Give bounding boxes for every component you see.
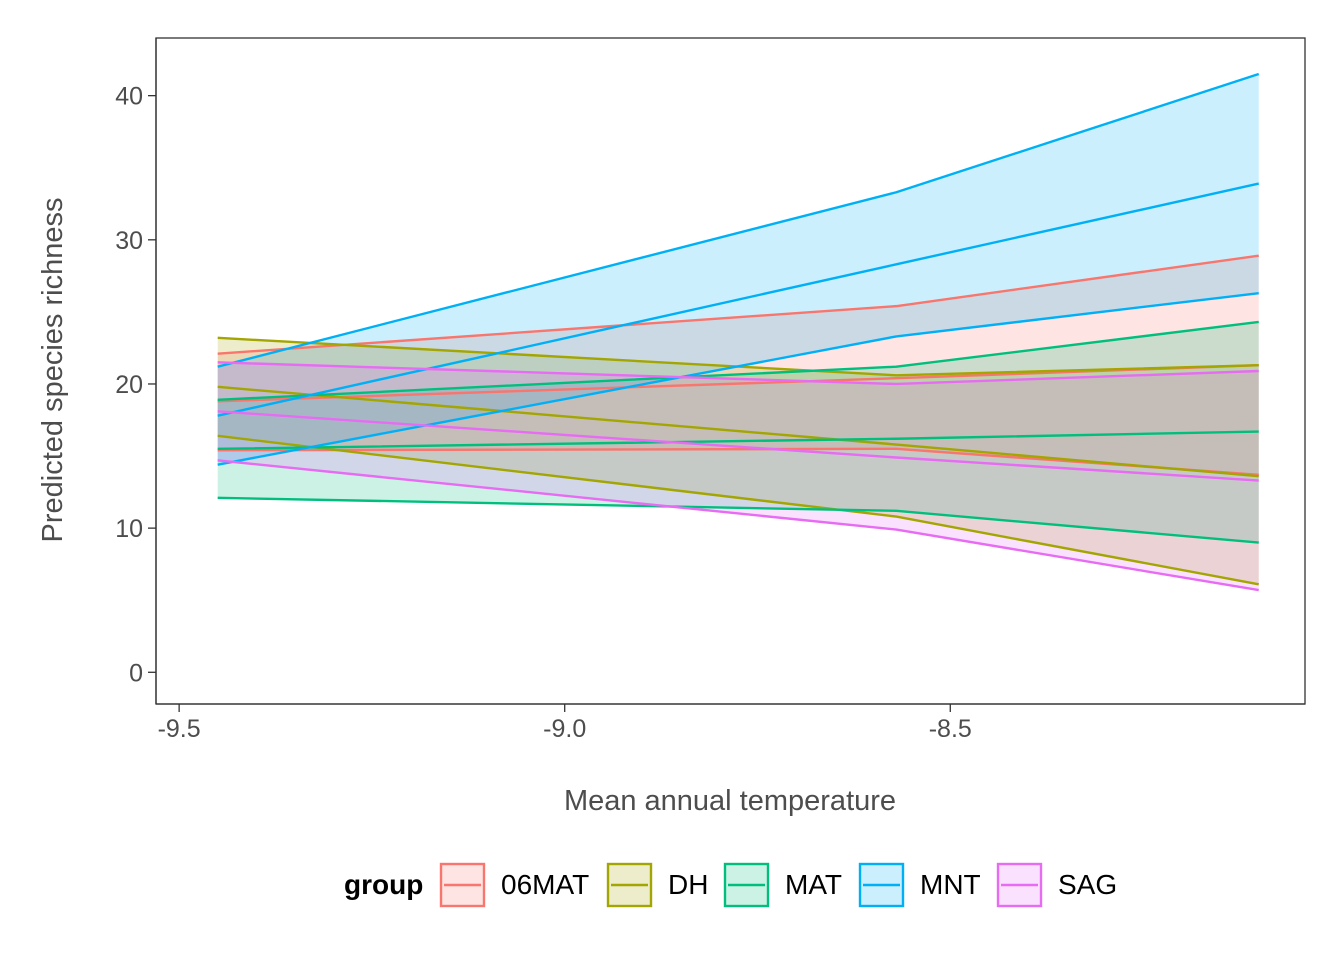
line-mat-lower — [217, 496, 1259, 544]
legend-label-mnt: MNT — [920, 869, 981, 900]
line-mnt-fit — [217, 182, 1259, 417]
legend: group 06MAT DH MAT MNT SAG — [344, 862, 1117, 908]
legend-item-dh: DH — [606, 862, 708, 908]
legend-label-mat: MAT — [785, 869, 842, 900]
legend-item-mnt: MNT — [858, 862, 981, 908]
legend-label-sag: SAG — [1058, 869, 1117, 900]
legend-label-06mat: 06MAT — [501, 869, 589, 900]
line-dh-upper — [217, 336, 1259, 377]
legend-title: group — [344, 869, 423, 900]
line-dh-fit — [217, 385, 1259, 478]
line-mat-fit — [217, 430, 1259, 451]
ribbon-mnt — [217, 74, 1259, 465]
x-tick-label: -9.0 — [543, 715, 586, 743]
legend-item-06mat: 06MAT — [439, 862, 589, 908]
ribbon-sag — [217, 362, 1259, 591]
y-axis: 0 10 20 30 40 — [115, 38, 157, 704]
y-tick-label: 30 — [115, 227, 143, 255]
ribbon-dh — [217, 337, 1259, 585]
legend-item-mat: MAT — [723, 862, 842, 908]
line-mnt-upper — [217, 72, 1260, 368]
line-sag-lower — [217, 459, 1259, 592]
y-axis-title: Predicted species richness — [37, 198, 69, 543]
legend-item-sag: SAG — [996, 862, 1117, 908]
y-tick-label: 0 — [129, 659, 143, 687]
line-06mat-upper — [217, 254, 1259, 355]
ribbon-layer — [217, 74, 1259, 591]
y-tick-label: 10 — [115, 515, 143, 543]
legend-label-dh: DH — [668, 869, 708, 900]
y-tick-label: 20 — [115, 371, 143, 399]
line-dh-lower — [217, 434, 1259, 586]
x-axis-title: Mean annual temperature — [564, 785, 896, 817]
line-layer — [217, 72, 1260, 592]
x-tick-label: -9.5 — [158, 715, 201, 743]
x-axis: -9.5 -9.0 -8.5 — [156, 703, 1305, 743]
x-tick-label: -8.5 — [929, 715, 972, 743]
line-mat-upper — [217, 320, 1259, 402]
y-tick-label: 40 — [115, 83, 143, 111]
line-mnt-lower — [217, 291, 1259, 466]
line-sag-upper — [217, 361, 1259, 386]
line-sag-fit — [217, 410, 1259, 482]
